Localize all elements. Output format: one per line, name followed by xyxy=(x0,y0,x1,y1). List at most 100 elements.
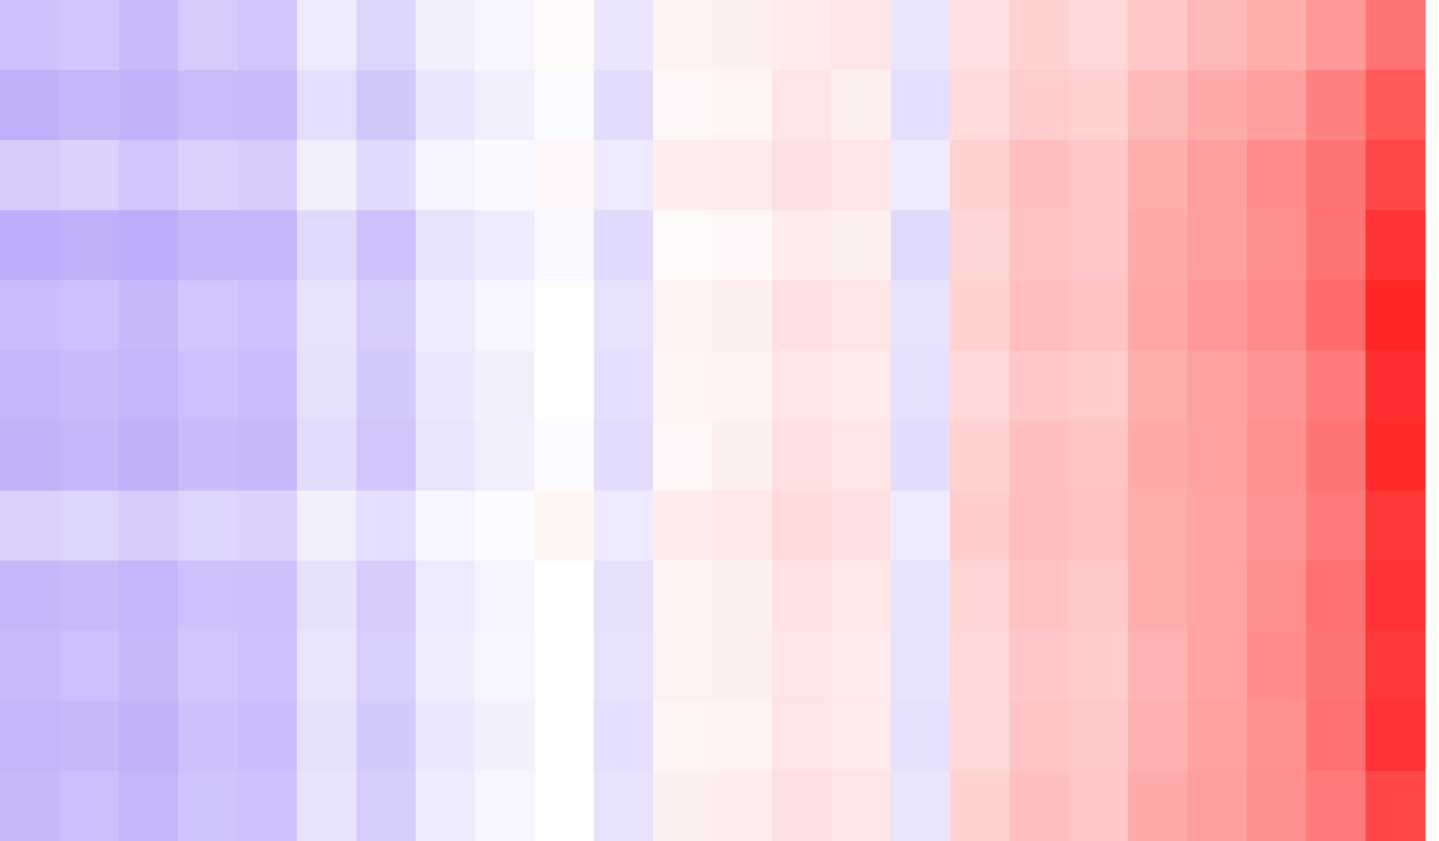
heatmap-cell xyxy=(534,70,595,141)
heatmap-cell xyxy=(1009,350,1070,421)
heatmap-cell xyxy=(890,700,951,772)
heatmap-cell xyxy=(534,490,595,562)
heatmap-cell xyxy=(712,140,773,211)
heatmap-cell xyxy=(653,280,713,351)
heatmap-cell xyxy=(1187,490,1248,562)
heatmap-cell xyxy=(118,350,179,421)
heatmap-cell xyxy=(0,420,60,492)
heatmap-cell xyxy=(712,420,773,492)
heatmap-cell xyxy=(415,280,476,351)
heatmap-cell xyxy=(1128,210,1188,281)
heatmap-cell xyxy=(1128,770,1188,841)
heatmap-cell xyxy=(1009,770,1070,841)
heatmap-cell xyxy=(950,210,1010,281)
heatmap-cell xyxy=(712,0,773,71)
heatmap-cell xyxy=(771,140,832,211)
heatmap-cell xyxy=(1306,560,1367,632)
heatmap-cell xyxy=(1009,70,1070,141)
heatmap-cell xyxy=(0,350,60,421)
heatmap-cell xyxy=(1246,630,1307,702)
heatmap-cell xyxy=(1365,350,1426,421)
heatmap-cell xyxy=(415,70,476,141)
heatmap-cell xyxy=(1128,630,1188,702)
heatmap-cell xyxy=(415,350,476,421)
heatmap-cell xyxy=(59,490,120,562)
heatmap-cell xyxy=(356,700,417,772)
heatmap-cell xyxy=(1306,0,1367,71)
heatmap-cell xyxy=(1246,70,1307,141)
heatmap-cell xyxy=(296,280,357,351)
heatmap-cell xyxy=(0,140,60,211)
heatmap-cell xyxy=(59,210,120,281)
heatmap-cell xyxy=(178,280,238,351)
heatmap-cell xyxy=(1365,210,1426,281)
heatmap-cell xyxy=(356,0,417,71)
heatmap-cell xyxy=(1246,280,1307,351)
heatmap-cell xyxy=(1365,280,1426,351)
heatmap-cell xyxy=(178,350,238,421)
heatmap-cell xyxy=(1306,630,1367,702)
heatmap-cell xyxy=(1009,700,1070,772)
heatmap-cell xyxy=(296,70,357,141)
heatmap-cell xyxy=(118,490,179,562)
heatmap-cell xyxy=(475,490,535,562)
heatmap-cell xyxy=(237,770,298,841)
heatmap-cell xyxy=(831,280,892,351)
heatmap-cell xyxy=(771,0,832,71)
heatmap-cell xyxy=(59,350,120,421)
heatmap-cell xyxy=(296,350,357,421)
heatmap-cell xyxy=(890,210,951,281)
heatmap-cell xyxy=(712,70,773,141)
heatmap-cell xyxy=(475,280,535,351)
heatmap-cell xyxy=(1246,490,1307,562)
heatmap-cell xyxy=(771,770,832,841)
heatmap-cell xyxy=(237,350,298,421)
heatmap-cell xyxy=(831,560,892,632)
heatmap-cell xyxy=(534,630,595,702)
heatmap-cell xyxy=(296,490,357,562)
heatmap-cell xyxy=(653,490,713,562)
heatmap-cell xyxy=(475,70,535,141)
heatmap-cell xyxy=(534,420,595,492)
heatmap-cell xyxy=(1009,420,1070,492)
heatmap-cell xyxy=(475,350,535,421)
heatmap-cell xyxy=(237,70,298,141)
heatmap-cell xyxy=(1365,700,1426,772)
heatmap-cell xyxy=(890,70,951,141)
heatmap-cell xyxy=(1009,280,1070,351)
heatmap-cell xyxy=(356,630,417,702)
heatmap-cell xyxy=(831,770,892,841)
heatmap-cell xyxy=(1306,140,1367,211)
heatmap-cell xyxy=(1246,350,1307,421)
heatmap-cell xyxy=(0,700,60,772)
heatmap-cell xyxy=(356,350,417,421)
heatmap-cell xyxy=(415,140,476,211)
heatmap-cell xyxy=(237,210,298,281)
heatmap-cell xyxy=(118,560,179,632)
heatmap-cell xyxy=(593,560,654,632)
heatmap-cell xyxy=(475,770,535,841)
heatmap-cell xyxy=(59,630,120,702)
heatmap-cell xyxy=(0,490,60,562)
heatmap-cell xyxy=(712,630,773,702)
heatmap-cell xyxy=(653,700,713,772)
heatmap-cell xyxy=(653,630,713,702)
heatmap-cell xyxy=(653,770,713,841)
heatmap-cell xyxy=(237,0,298,71)
heatmap-cell xyxy=(356,490,417,562)
heatmap-cell xyxy=(178,560,238,632)
heatmap-cell xyxy=(1187,70,1248,141)
heatmap-cell xyxy=(415,630,476,702)
heatmap-cell xyxy=(712,700,773,772)
heatmap-cell xyxy=(59,0,120,71)
heatmap-cell xyxy=(178,140,238,211)
heatmap-cell xyxy=(1187,350,1248,421)
heatmap-cell xyxy=(178,420,238,492)
heatmap-cell xyxy=(1306,350,1367,421)
heatmap-cell xyxy=(59,70,120,141)
heatmap-cell xyxy=(890,560,951,632)
heatmap-cell xyxy=(831,630,892,702)
heatmap-cell xyxy=(1187,210,1248,281)
